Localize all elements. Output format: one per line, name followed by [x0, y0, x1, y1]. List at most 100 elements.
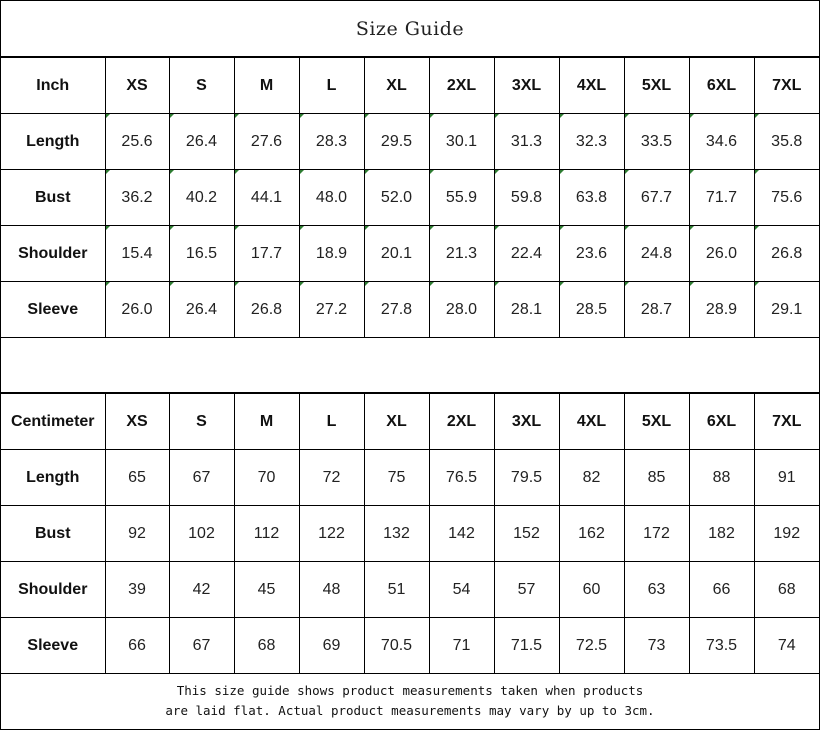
centimeter-size-table: Centimeter XS S M L XL 2XL 3XL 4XL 5XL 6XL 7XL Lengt…: [1, 393, 819, 674]
page-title: Size Guide: [1, 1, 819, 57]
table-row-sleeve: Sleeve 66 67 68 69 70.5 71 71.5 72.5 73 73.5 74: [1, 617, 819, 674]
measurement-cell: 70: [233, 449, 300, 506]
measurement-cell: 29.5: [363, 113, 430, 170]
measurement-cell: 182: [688, 505, 755, 562]
measurement-cell: 132: [363, 505, 430, 562]
measurement-cell: 55.9: [428, 169, 495, 226]
measurement-cell: 28.9: [688, 281, 755, 338]
header-row: Inch XS S M L XL 2XL 3XL 4XL 5XL 6XL 7XL: [1, 57, 819, 114]
measurement-cell: 85: [623, 449, 690, 506]
measurement-cell: 26.4: [168, 113, 235, 170]
measurement-cell: 73.5: [688, 617, 755, 674]
size-header-xs: XS: [104, 57, 170, 114]
measurement-cell: 73: [623, 617, 690, 674]
table-row-length: Length 25.6 26.4 27.6 28.3 29.5 30.1 31.3 32.3 33…: [1, 113, 819, 170]
measurement-cell: 26.8: [233, 281, 300, 338]
size-header-m: M: [233, 393, 300, 450]
measurement-cell: 57: [493, 561, 560, 618]
measurement-cell: 72.5: [558, 617, 625, 674]
header-row: Centimeter XS S M L XL 2XL 3XL 4XL 5XL 6XL 7XL: [1, 393, 819, 450]
measurement-cell: 142: [428, 505, 495, 562]
row-label: Sleeve: [1, 281, 106, 338]
unit-label: Inch: [1, 57, 106, 114]
measurement-cell: 26.0: [104, 281, 170, 338]
measurement-cell: 152: [493, 505, 560, 562]
measurement-cell: 67: [168, 617, 235, 674]
measurement-cell: 25.6: [104, 113, 170, 170]
size-header-2xl: 2XL: [428, 57, 495, 114]
measurement-cell: 70.5: [363, 617, 430, 674]
measurement-cell: 17.7: [233, 225, 300, 282]
measurement-cell: 122: [298, 505, 365, 562]
measurement-cell: 59.8: [493, 169, 560, 226]
measurement-cell: 72: [298, 449, 365, 506]
measurement-cell: 51: [363, 561, 430, 618]
measurement-cell: 66: [104, 617, 170, 674]
measurement-cell: 52.0: [363, 169, 430, 226]
row-label: Shoulder: [1, 225, 106, 282]
measurement-cell: 68: [753, 561, 819, 618]
size-header-3xl: 3XL: [493, 57, 560, 114]
measurement-cell: 16.5: [168, 225, 235, 282]
measurement-cell: 67.7: [623, 169, 690, 226]
measurement-cell: 23.6: [558, 225, 625, 282]
table-row-bust: Bust 36.2 40.2 44.1 48.0 52.0 55.9 59.8 63.8 67.7…: [1, 169, 819, 226]
size-header-s: S: [168, 57, 235, 114]
row-label: Length: [1, 113, 106, 170]
measurement-cell: 74: [753, 617, 819, 674]
measurement-cell: 24.8: [623, 225, 690, 282]
size-header-7xl: 7XL: [753, 57, 819, 114]
measurement-cell: 92: [104, 505, 170, 562]
measurement-cell: 34.6: [688, 113, 755, 170]
row-label: Shoulder: [1, 561, 106, 618]
measurement-cell: 172: [623, 505, 690, 562]
inch-size-table: Inch XS S M L XL 2XL 3XL 4XL 5XL 6XL 7XL Length 25.6 2…: [1, 57, 819, 338]
measurement-cell: 42: [168, 561, 235, 618]
size-header-m: M: [233, 57, 300, 114]
measurement-cell: 68: [233, 617, 300, 674]
size-header-l: L: [298, 57, 365, 114]
measurement-cell: 71.7: [688, 169, 755, 226]
unit-label: Centimeter: [1, 393, 106, 450]
measurement-cell: 48.0: [298, 169, 365, 226]
table-spacer: [1, 337, 819, 393]
measurement-cell: 67: [168, 449, 235, 506]
size-header-s: S: [168, 393, 235, 450]
measurement-cell: 22.4: [493, 225, 560, 282]
row-label: Bust: [1, 505, 106, 562]
table-row-shoulder: Shoulder 39 42 45 48 51 54 57 60 63 66 68: [1, 561, 819, 618]
row-label: Bust: [1, 169, 106, 226]
measurement-cell: 40.2: [168, 169, 235, 226]
measurement-cell: 44.1: [233, 169, 300, 226]
measurement-cell: 65: [104, 449, 170, 506]
measurement-cell: 26.0: [688, 225, 755, 282]
measurement-cell: 79.5: [493, 449, 560, 506]
measurement-cell: 15.4: [104, 225, 170, 282]
measurement-cell: 102: [168, 505, 235, 562]
table-row-shoulder: Shoulder 15.4 16.5 17.7 18.9 20.1 21.3 22.4 23.6…: [1, 225, 819, 282]
measurement-cell: 71.5: [493, 617, 560, 674]
measurement-cell: 63: [623, 561, 690, 618]
size-header-3xl: 3XL: [493, 393, 560, 450]
measurement-cell: 28.5: [558, 281, 625, 338]
measurement-cell: 39: [104, 561, 170, 618]
size-header-4xl: 4XL: [558, 393, 625, 450]
row-label: Length: [1, 449, 106, 506]
measurement-cell: 36.2: [104, 169, 170, 226]
measurement-cell: 33.5: [623, 113, 690, 170]
measurement-cell: 28.3: [298, 113, 365, 170]
measurement-cell: 91: [753, 449, 819, 506]
size-header-xs: XS: [104, 393, 170, 450]
measurement-cell: 82: [558, 449, 625, 506]
measurement-cell: 29.1: [753, 281, 819, 338]
measurement-cell: 54: [428, 561, 495, 618]
measurement-cell: 35.8: [753, 113, 819, 170]
measurement-cell: 27.2: [298, 281, 365, 338]
measurement-cell: 76.5: [428, 449, 495, 506]
note-line-2: are laid flat. Actual product measuremen…: [165, 703, 655, 718]
size-header-6xl: 6XL: [688, 57, 755, 114]
measurement-cell: 28.7: [623, 281, 690, 338]
size-header-7xl: 7XL: [753, 393, 819, 450]
measurement-cell: 21.3: [428, 225, 495, 282]
